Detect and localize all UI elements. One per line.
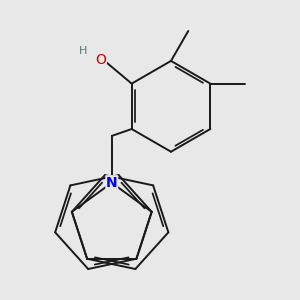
Text: N: N xyxy=(106,176,118,190)
Text: H: H xyxy=(78,46,87,56)
Text: O: O xyxy=(95,53,106,67)
